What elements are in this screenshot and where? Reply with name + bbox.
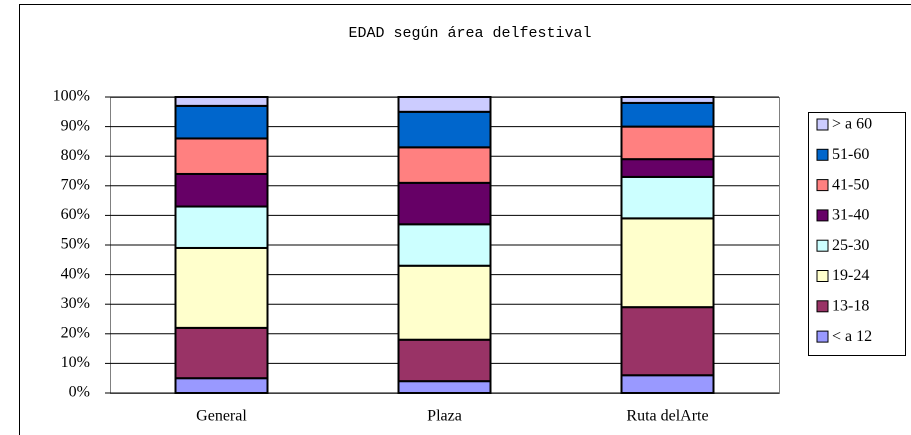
legend-label: 31-40 <box>832 207 869 224</box>
x-tick-label: Plaza <box>427 408 462 425</box>
y-tick-label: 70% <box>61 176 90 193</box>
legend-label: < a 12 <box>832 328 872 345</box>
bar-segment <box>397 264 492 341</box>
x-tick-label: Ruta delArte <box>626 408 708 425</box>
bar-segment <box>174 326 269 380</box>
legend-swatch <box>816 148 829 161</box>
y-tick-label: 60% <box>61 206 90 223</box>
legend-label: > a 60 <box>832 116 872 133</box>
x-tick-label: General <box>196 408 247 425</box>
y-tick-label: 90% <box>61 117 90 134</box>
bar-segment <box>620 101 715 128</box>
legend-swatch <box>816 330 829 343</box>
legend-label: 13-18 <box>832 297 869 314</box>
y-tick-label: 0% <box>69 384 90 401</box>
bar-segment <box>174 246 269 329</box>
legend-swatch <box>816 179 829 192</box>
bar-segment <box>397 338 492 383</box>
legend-swatch <box>816 239 829 252</box>
bar-segment <box>174 104 269 140</box>
bar-segment <box>397 223 492 267</box>
bar-segment <box>620 217 715 309</box>
y-tick-label: 100% <box>53 88 90 105</box>
legend <box>808 112 906 356</box>
bar-segment <box>620 158 715 178</box>
legend-label: 25-30 <box>832 237 869 254</box>
bar-segment <box>174 172 269 208</box>
legend-label: 19-24 <box>832 267 869 284</box>
bar-segment <box>174 377 269 395</box>
y-tick-label: 50% <box>61 236 90 253</box>
y-tick-label: 20% <box>61 324 90 341</box>
y-tick-label: 80% <box>61 147 90 164</box>
legend-label: 51-60 <box>832 146 869 163</box>
legend-label: 41-50 <box>832 176 869 193</box>
legend-swatch <box>816 270 829 282</box>
chart-title: EDAD según área delfestival <box>348 25 591 42</box>
bar-segment <box>397 96 492 113</box>
bar-segment <box>620 374 715 394</box>
legend-swatch <box>816 300 829 313</box>
legend-swatch <box>816 209 829 222</box>
bar-segment <box>620 306 715 377</box>
bar-segment <box>397 146 492 184</box>
bar-segment <box>397 110 492 149</box>
bar-segment <box>620 125 715 161</box>
y-tick-label: 10% <box>61 354 90 371</box>
bar-segment <box>174 96 269 107</box>
bar-segment <box>620 96 715 104</box>
bar-segment <box>620 175 715 220</box>
bar-segment <box>174 137 269 175</box>
bar-segment <box>397 380 492 395</box>
bar-segment <box>397 181 492 226</box>
bar-segment <box>174 205 269 249</box>
y-tick-label: 40% <box>61 265 90 282</box>
y-tick-label: 30% <box>61 295 90 312</box>
legend-swatch <box>816 118 829 131</box>
